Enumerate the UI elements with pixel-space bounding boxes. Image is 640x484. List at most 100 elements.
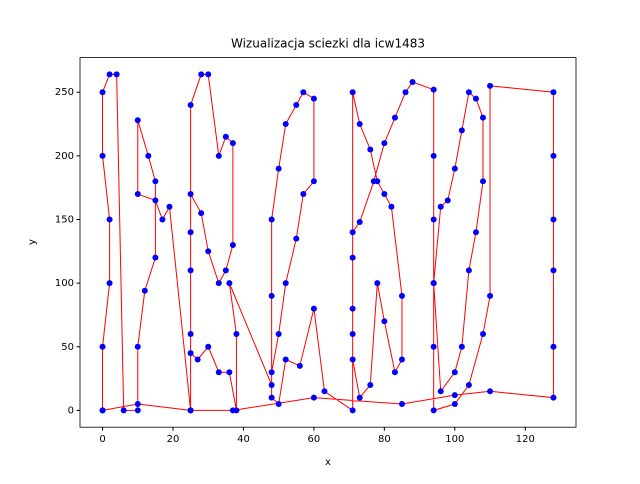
- route-point: [198, 210, 205, 217]
- route-point: [356, 394, 363, 401]
- route-point: [229, 140, 236, 147]
- route-point: [268, 394, 275, 401]
- route-point: [205, 343, 212, 350]
- route-point: [229, 407, 236, 414]
- route-point: [444, 197, 451, 204]
- route-point: [451, 165, 458, 172]
- route-point: [480, 114, 486, 121]
- route-point: [349, 254, 356, 261]
- route-point: [187, 267, 194, 274]
- route-point: [451, 392, 458, 399]
- route-point: [310, 178, 317, 185]
- route-point: [268, 369, 275, 376]
- y-tick-label: 200: [55, 151, 74, 162]
- route-point: [166, 203, 173, 210]
- route-point: [134, 401, 141, 408]
- route-point: [293, 235, 300, 242]
- route-point: [215, 152, 222, 159]
- x-tick-label: 100: [445, 434, 464, 445]
- x-tick-label: 40: [237, 434, 250, 445]
- route-point: [398, 401, 405, 408]
- route-point: [409, 79, 416, 86]
- plot-frame: [79, 57, 577, 428]
- route-point: [465, 89, 472, 96]
- route-point: [134, 117, 141, 124]
- route-point: [480, 331, 486, 338]
- route-point: [487, 82, 494, 89]
- route-point: [465, 267, 472, 274]
- y-tick-label: 150: [55, 214, 74, 225]
- route-point: [152, 197, 159, 204]
- route-point: [430, 343, 437, 350]
- y-tick-label: 250: [55, 87, 74, 98]
- route-point: [458, 343, 465, 350]
- route-point: [106, 216, 113, 223]
- route-point: [349, 407, 356, 414]
- route-point: [398, 356, 405, 363]
- route-point: [106, 280, 113, 287]
- route-point: [187, 101, 194, 108]
- route-point: [430, 407, 437, 414]
- route-point: [99, 407, 106, 414]
- route-point: [458, 127, 465, 134]
- route-point: [229, 241, 236, 248]
- route-point: [437, 388, 444, 395]
- route-point: [451, 401, 458, 408]
- route-point: [367, 146, 374, 153]
- route-point: [268, 216, 275, 223]
- route-point: [381, 140, 388, 147]
- route-point: [370, 178, 377, 185]
- route-point: [367, 381, 374, 388]
- route-point: [282, 121, 289, 128]
- route-point: [187, 407, 194, 414]
- route-point: [550, 216, 557, 223]
- route-point: [480, 178, 486, 185]
- route-point: [437, 203, 444, 210]
- route-point: [451, 369, 458, 376]
- route-point: [222, 133, 229, 140]
- route-point: [550, 152, 557, 159]
- route-point: [293, 101, 300, 108]
- route-point: [349, 331, 356, 338]
- route-point: [222, 267, 229, 274]
- route-point: [310, 305, 317, 312]
- route-point: [465, 381, 472, 388]
- route-point: [194, 356, 201, 363]
- route-point: [487, 388, 494, 395]
- route-point: [99, 89, 106, 96]
- route-point: [152, 178, 159, 185]
- route-point: [187, 229, 194, 236]
- route-point: [300, 89, 307, 96]
- route-point: [134, 191, 141, 198]
- route-point: [430, 216, 437, 223]
- x-axis-label: x: [325, 457, 331, 468]
- route-point: [113, 71, 120, 78]
- route-point: [321, 388, 328, 395]
- route-point: [381, 318, 388, 325]
- route-point: [550, 394, 557, 401]
- route-point: [226, 369, 233, 376]
- chart-title: Wizualizacja sciezki dla icw1483: [231, 37, 425, 51]
- route-point: [349, 305, 356, 312]
- x-tick-label: 60: [308, 434, 321, 445]
- route-point: [472, 95, 479, 102]
- route-point: [550, 343, 557, 350]
- route-point: [233, 331, 240, 338]
- route-point: [275, 165, 282, 172]
- route-point: [472, 229, 479, 236]
- route-point: [550, 267, 557, 274]
- route-line: [102, 73, 554, 412]
- route-point: [159, 216, 166, 223]
- route-point: [300, 191, 307, 198]
- route-point: [310, 95, 317, 102]
- route-point: [275, 331, 282, 338]
- x-tick-label: 20: [167, 434, 180, 445]
- route-point: [430, 280, 437, 287]
- y-tick-label: 0: [68, 405, 74, 416]
- route-point: [282, 356, 289, 363]
- route-point: [215, 280, 222, 287]
- x-tick-label: 80: [378, 434, 391, 445]
- x-tick-label: 120: [516, 434, 535, 445]
- route-point: [391, 114, 398, 121]
